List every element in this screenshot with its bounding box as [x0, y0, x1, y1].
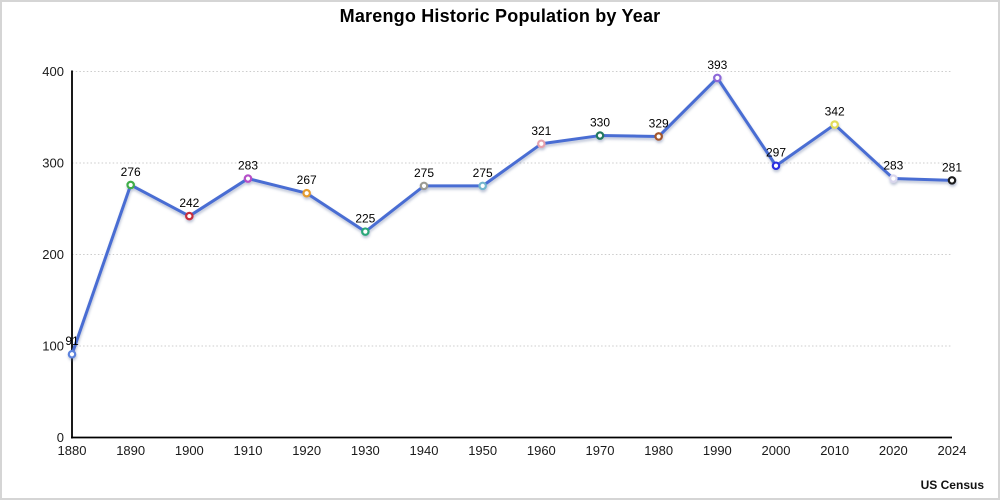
data-point-label-1910: 283 — [238, 159, 258, 173]
data-point-label-1990: 393 — [707, 58, 727, 72]
data-point-label-1900: 242 — [179, 196, 199, 210]
chart-title: Marengo Historic Population by Year — [339, 6, 661, 26]
data-point-label-2000: 297 — [766, 146, 786, 160]
data-point-marker-2024 — [947, 176, 957, 185]
x-tick-label: 2024 — [938, 443, 967, 458]
source-label: US Census — [920, 478, 984, 492]
x-tick-label: 1990 — [703, 443, 732, 458]
data-point-marker-2000 — [771, 161, 781, 171]
x-tick-label: 1930 — [351, 443, 380, 458]
x-tick-label: 1920 — [292, 443, 321, 458]
x-tick-label: 1980 — [644, 443, 673, 458]
y-tick-label: 100 — [42, 339, 64, 354]
x-tick-label: 1940 — [410, 443, 439, 458]
data-point-marker-1880 — [67, 349, 77, 359]
x-tick-label: 1950 — [468, 443, 497, 458]
data-point-marker-1930 — [361, 227, 370, 236]
data-point-label-1980: 329 — [649, 116, 669, 130]
data-point-label-1920: 267 — [297, 173, 317, 187]
x-tick-label: 1970 — [586, 443, 615, 458]
data-point-marker-1970 — [595, 131, 605, 140]
x-tick-label: 2010 — [820, 443, 849, 458]
data-point-marker-1990 — [713, 73, 722, 83]
data-point-label-1960: 321 — [531, 124, 551, 138]
data-point-label-1970: 330 — [590, 116, 610, 130]
x-tick-label: 1880 — [58, 443, 87, 458]
y-tick-label: 0 — [57, 430, 64, 445]
data-point-marker-1900 — [185, 211, 194, 221]
data-point-label-1950: 275 — [473, 166, 493, 180]
data-point-marker-1940 — [419, 181, 429, 191]
data-point-label-1880: 91 — [65, 334, 79, 348]
data-point-marker-1890 — [126, 180, 135, 190]
data-point-label-2020: 283 — [883, 159, 903, 173]
data-point-marker-1980 — [654, 132, 663, 141]
data-point-label-1930: 225 — [355, 212, 375, 226]
data-point-marker-2020 — [889, 174, 898, 183]
data-point-marker-2010 — [830, 120, 839, 129]
data-point-label-2010: 342 — [825, 105, 845, 119]
data-series — [67, 73, 957, 359]
data-point-marker-1910 — [243, 174, 253, 183]
x-tick-label: 2020 — [879, 443, 908, 458]
data-line — [70, 76, 954, 356]
x-tick-label: 1890 — [116, 443, 145, 458]
y-tick-label: 400 — [42, 64, 64, 79]
x-tick-label: 2000 — [762, 443, 791, 458]
x-tick-label: 1910 — [234, 443, 263, 458]
x-tick-label: 1900 — [175, 443, 204, 458]
y-tick-label: 200 — [42, 247, 64, 262]
data-point-label-1940: 275 — [414, 166, 434, 180]
x-tick-label: 1960 — [527, 443, 556, 458]
y-tick-label: 300 — [42, 156, 64, 171]
data-point-marker-1920 — [302, 188, 311, 198]
data-point-label-1890: 276 — [121, 165, 141, 179]
data-point-marker-1960 — [537, 139, 546, 149]
data-point-label-2024: 281 — [942, 160, 962, 174]
data-point-marker-1950 — [478, 181, 487, 191]
